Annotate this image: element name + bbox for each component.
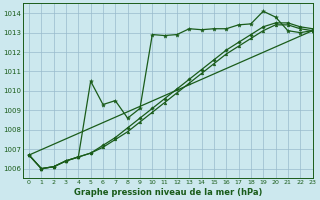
X-axis label: Graphe pression niveau de la mer (hPa): Graphe pression niveau de la mer (hPa) xyxy=(74,188,262,197)
